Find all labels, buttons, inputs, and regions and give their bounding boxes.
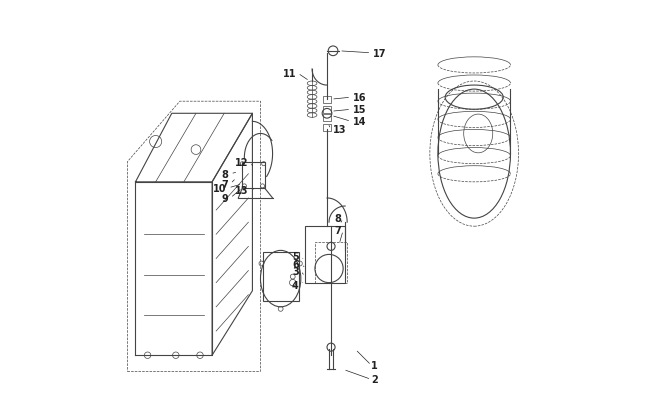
- Text: 5: 5: [292, 252, 299, 262]
- Text: 15: 15: [353, 105, 367, 115]
- Text: 16: 16: [353, 93, 367, 103]
- Text: 8: 8: [334, 213, 341, 224]
- Text: 8: 8: [222, 169, 228, 179]
- Text: 9: 9: [222, 194, 228, 203]
- Text: 2: 2: [371, 375, 378, 384]
- Text: 6: 6: [292, 260, 299, 270]
- Text: 1: 1: [371, 360, 378, 371]
- Bar: [263, 253, 299, 301]
- Text: 17: 17: [373, 49, 387, 59]
- Text: 10: 10: [213, 183, 226, 194]
- Text: 7: 7: [222, 179, 228, 190]
- Text: 13: 13: [235, 185, 248, 196]
- Text: 4: 4: [292, 280, 299, 290]
- Text: 11: 11: [283, 69, 297, 79]
- Text: 3: 3: [292, 266, 299, 276]
- Text: 13: 13: [333, 125, 346, 135]
- Text: 14: 14: [353, 117, 367, 127]
- Text: 12: 12: [235, 157, 248, 167]
- Text: 7: 7: [334, 226, 341, 236]
- Bar: [242, 162, 265, 188]
